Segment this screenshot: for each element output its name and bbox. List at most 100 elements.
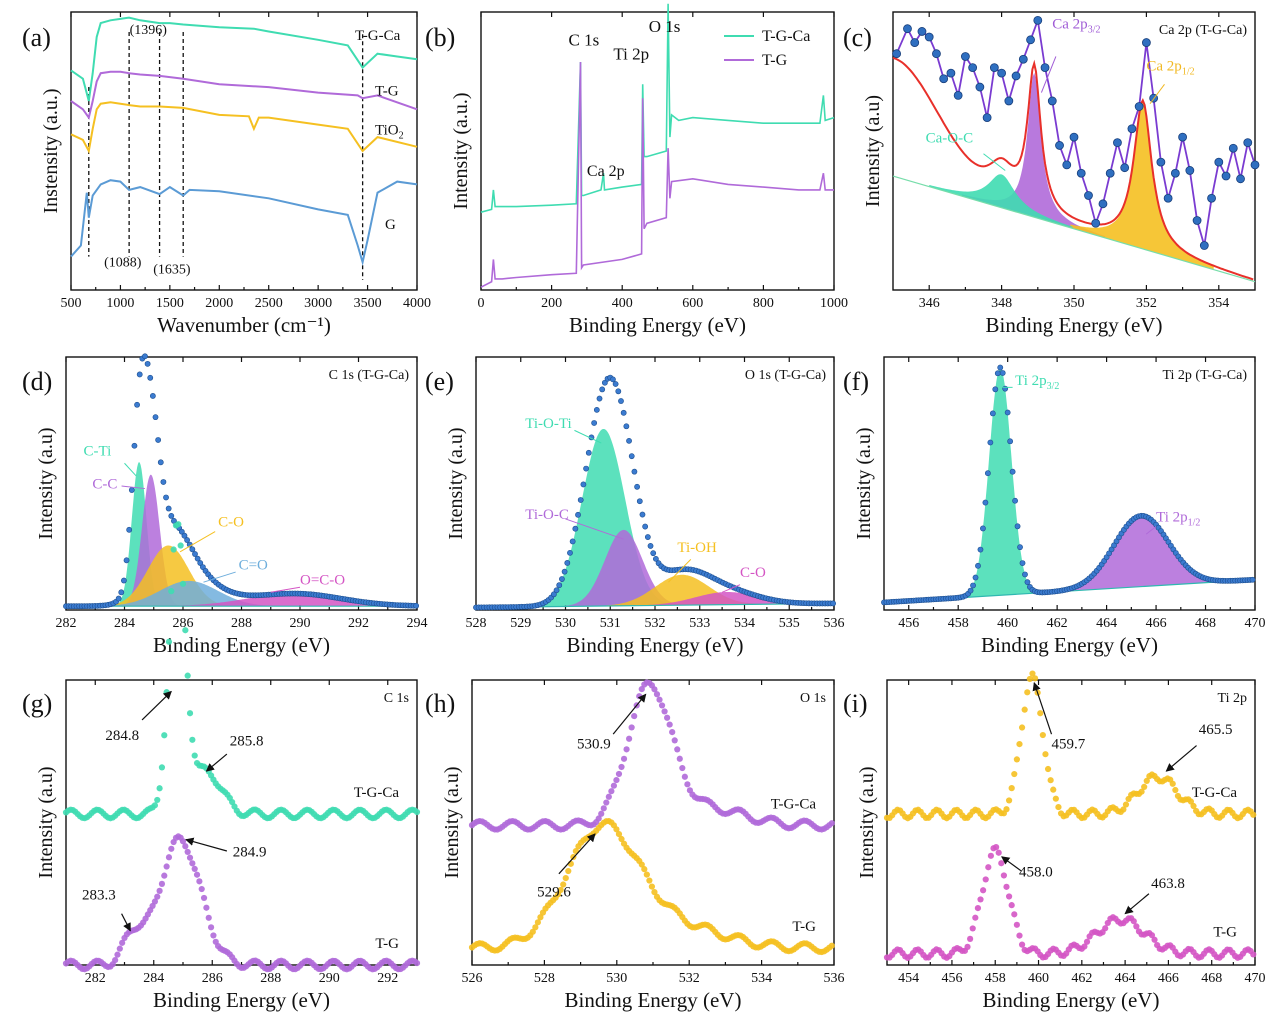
data-point <box>977 546 984 553</box>
raw-point <box>1011 71 1021 81</box>
data-point <box>114 951 121 958</box>
data-point <box>600 805 607 812</box>
data-point <box>1055 803 1062 811</box>
data-point <box>598 810 605 817</box>
raw-point <box>1084 191 1093 200</box>
raw-point <box>1214 157 1224 167</box>
data-point <box>1018 724 1026 731</box>
raw-point <box>1040 63 1050 72</box>
data-point <box>980 525 986 532</box>
data-point <box>1005 797 1013 804</box>
data-point <box>984 470 991 477</box>
component-label: C-C <box>92 477 117 493</box>
series-label: T-G-Ca <box>355 28 401 44</box>
peak-annotation: 283.3 <box>82 887 116 903</box>
data-point <box>197 560 204 566</box>
data-point <box>1031 675 1039 682</box>
raw-point <box>1221 171 1231 181</box>
leader-line <box>203 571 236 583</box>
data-point <box>1013 921 1020 928</box>
leader-line <box>1040 56 1057 93</box>
data-point <box>565 867 572 875</box>
x-tick-label: 470 <box>1245 616 1266 631</box>
x-tick-label: 352 <box>1136 296 1157 311</box>
data-point <box>1083 938 1091 945</box>
raw-point <box>968 63 978 72</box>
x-tick-label: 200 <box>541 296 562 311</box>
panel-title: C 1s <box>384 691 409 706</box>
raw-point <box>1018 54 1028 64</box>
raw-point <box>1047 96 1057 106</box>
raw-point <box>903 24 912 34</box>
data-point <box>178 528 185 535</box>
data-point <box>1004 409 1011 416</box>
annotation-arrow <box>1165 745 1197 772</box>
data-point <box>193 871 201 878</box>
data-point <box>656 696 663 703</box>
data-point <box>669 729 676 736</box>
data-point <box>596 395 603 402</box>
x-tick-label: 600 <box>682 296 703 311</box>
data-point <box>1133 923 1140 930</box>
data-point <box>575 511 581 518</box>
leader-line <box>270 586 301 593</box>
annotation-1088: (1088) <box>104 255 142 270</box>
data-point <box>613 826 620 833</box>
data-point <box>615 770 623 778</box>
data-point <box>618 835 625 843</box>
data-point <box>198 885 205 893</box>
data-point <box>1122 801 1130 808</box>
x-tick-label: 528 <box>466 616 487 631</box>
y-axis-label: Intensity (a.u) <box>35 427 57 539</box>
x-tick-label: 466 <box>1146 616 1167 631</box>
raw-point <box>1207 193 1216 203</box>
component-label: O=C-O <box>300 573 345 589</box>
annotation-ti2p: Ti 2p <box>613 44 649 63</box>
y-axis-label: Intensity (a.u) <box>441 766 463 878</box>
x-tick-label: 284 <box>114 616 135 631</box>
data-point <box>1042 751 1049 758</box>
data-point <box>1029 670 1036 677</box>
data-point <box>413 602 420 609</box>
x-tick-label: 466 <box>1158 971 1179 986</box>
panel-e: 528 529 530 531 532 533 534 535 536 Binding Energ… <box>425 356 845 657</box>
data-point <box>189 546 196 553</box>
x-tick-label: 456 <box>898 616 919 631</box>
data-point <box>638 861 645 868</box>
x-tick-label: 462 <box>1047 616 1068 631</box>
data-point <box>163 863 170 870</box>
data-point <box>1190 802 1197 810</box>
data-point <box>615 388 622 395</box>
data-point <box>194 555 201 562</box>
data-point <box>987 852 995 859</box>
data-point <box>123 557 130 564</box>
annotation-arrow <box>1124 893 1150 915</box>
label-ca2p32: Ca 2p3/2 <box>1052 17 1100 36</box>
data-point <box>165 638 173 645</box>
data-point <box>593 406 600 413</box>
peak-annotation: 458.0 <box>1019 865 1053 881</box>
x-tick-label: 288 <box>260 971 281 986</box>
series-t-g-ca <box>70 16 418 102</box>
data-point <box>157 459 164 466</box>
legend-label: T-G <box>762 52 788 69</box>
data-point <box>1017 544 1023 551</box>
data-point <box>557 886 564 894</box>
raw-point <box>1113 138 1122 148</box>
data-point <box>156 785 163 792</box>
data-point <box>115 595 122 602</box>
plot-frame <box>65 679 418 966</box>
panel-title: O 1s (T-G-Ca) <box>745 368 826 383</box>
raw-point <box>1228 143 1238 153</box>
data-point <box>1250 951 1257 958</box>
x-tick-label: 2000 <box>205 296 233 311</box>
data-point <box>1169 780 1176 787</box>
data-point <box>1047 777 1054 784</box>
x-tick-label: 458 <box>948 616 969 631</box>
y-axis-label: Instensity (a.u.) <box>40 89 62 214</box>
data-point <box>997 364 1004 371</box>
raw-point <box>997 68 1006 78</box>
data-point <box>647 543 654 549</box>
y-axis-label: Intensity (a.u) <box>862 95 884 207</box>
data-point <box>639 511 646 518</box>
